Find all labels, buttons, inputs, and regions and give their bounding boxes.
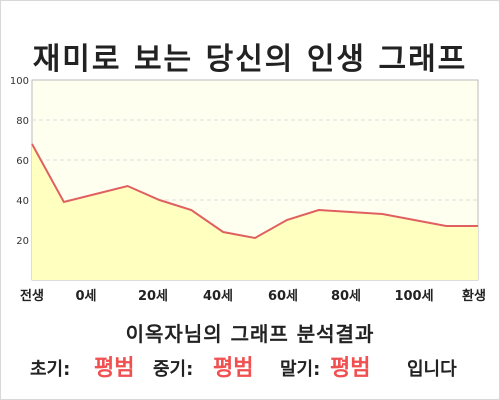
x-tick-label: 40세 <box>203 289 233 304</box>
early-label: 초기: <box>30 359 71 380</box>
x-tick-label: 0세 <box>75 289 96 304</box>
y-tick-label: 60 <box>16 156 29 167</box>
x-tick-label: 전생 <box>20 288 44 304</box>
y-tick-label: 20 <box>16 236 29 247</box>
life-area-fill <box>32 144 478 280</box>
early-value: 평범 <box>94 356 135 381</box>
x-tick-label: 80세 <box>331 289 361 304</box>
life-line <box>31 143 478 240</box>
analysis-subtitle: 이옥자님의 그래프 분석결과 <box>125 322 375 346</box>
x-axis-ticks: 전생 0세 20세 40세 60세 80세 100세 환생 <box>20 288 486 304</box>
y-tick-label: 100 <box>10 76 29 87</box>
y-axis-ticks: 20 40 60 80 100 <box>10 76 29 247</box>
x-tick-label: 100세 <box>394 289 433 304</box>
y-tick-label: 40 <box>16 196 29 207</box>
middle-value: 평범 <box>213 356 254 381</box>
analysis-result: 초기: 평범 중기: 평범 말기: 평범 입니다 <box>0 347 500 381</box>
y-tick-label: 80 <box>16 116 29 127</box>
x-tick-label: 60세 <box>268 289 298 304</box>
late-value: 평범 <box>330 356 371 381</box>
x-tick-label: 환생 <box>462 288 486 304</box>
ending-text: 입니다 <box>407 359 457 380</box>
middle-label: 중기: <box>153 359 194 380</box>
late-label: 말기: <box>280 359 321 380</box>
x-tick-label: 20세 <box>138 289 168 304</box>
page-title: 재미로 보는 당신의 인생 그래프 <box>32 42 468 77</box>
